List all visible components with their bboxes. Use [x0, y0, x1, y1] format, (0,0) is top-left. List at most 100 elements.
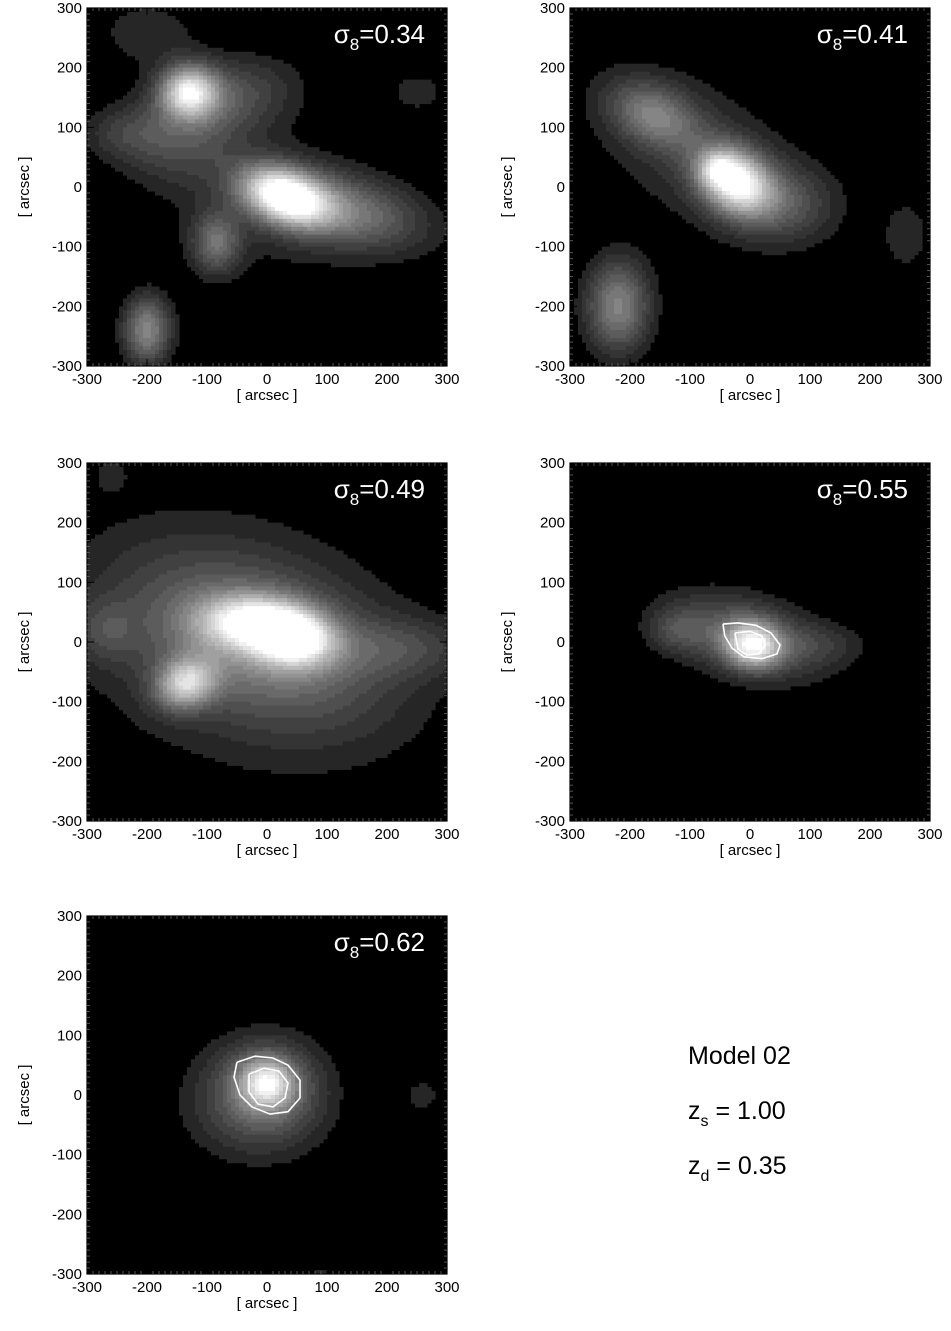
mass-map — [87, 8, 447, 366]
x-tick-label: -200 — [615, 826, 645, 843]
x-tick-label: -100 — [192, 371, 222, 388]
y-tick-label: 0 — [74, 1087, 82, 1104]
x-tick-label: 0 — [263, 826, 271, 843]
y-tick-label: 200 — [540, 60, 565, 77]
mass-map — [574, 63, 923, 366]
sigma8-label: σ8=0.49 — [334, 474, 425, 509]
y-tick-label: 300 — [57, 455, 82, 472]
sigma8-value: =0.41 — [842, 19, 908, 49]
y-tick-label: 200 — [57, 515, 82, 532]
sigma8-subscript: 8 — [350, 35, 359, 54]
y-tick-label: -300 — [535, 358, 565, 375]
mass-map — [638, 582, 863, 691]
sigma8-value: =0.62 — [359, 927, 425, 957]
sigma8-value: =0.34 — [359, 19, 425, 49]
source-redshift-value: = 1.00 — [709, 1097, 786, 1125]
y-axis-label: [ arcsec ] — [499, 157, 516, 218]
x-tick-label: -300 — [72, 371, 102, 388]
y-tick-label: 300 — [540, 0, 565, 17]
y-tick-label: -300 — [52, 1266, 82, 1283]
y-tick-label: -200 — [535, 298, 565, 315]
y-tick-label: -200 — [52, 753, 82, 770]
x-tick-label: 0 — [746, 826, 754, 843]
deflector-redshift: zd = 0.35 — [688, 1152, 787, 1185]
y-tick-label: 0 — [557, 634, 565, 651]
sigma8-symbol: σ — [334, 474, 350, 504]
sigma8-value: =0.49 — [359, 474, 425, 504]
y-tick-label: -100 — [52, 239, 82, 256]
x-tick-label: 200 — [374, 1279, 399, 1296]
x-tick-label: 0 — [263, 1279, 271, 1296]
x-tick-label: -200 — [615, 371, 645, 388]
sigma8-subscript: 8 — [833, 35, 842, 54]
axis-ticks — [569, 462, 931, 822]
y-tick-label: -300 — [535, 813, 565, 830]
x-tick-label: 100 — [314, 826, 339, 843]
x-tick-label: 300 — [917, 371, 942, 388]
axis-ticks — [569, 7, 931, 367]
deflector-redshift-sub: d — [701, 1168, 710, 1185]
sigma8-label: σ8=0.55 — [817, 474, 908, 509]
panel-2: -300-300 -200 -200 -100 -100 0 0 100 100 200 200 30… — [499, 0, 943, 404]
critical-curve-1 — [233, 1055, 301, 1115]
x-tick-label: -300 — [72, 1279, 102, 1296]
x-tick-label: -200 — [132, 371, 162, 388]
x-tick-label: -300 — [72, 826, 102, 843]
axis-ticks — [86, 915, 448, 1275]
sigma8-symbol: σ — [334, 19, 350, 49]
x-tick-label: 100 — [314, 371, 339, 388]
source-redshift-sub: s — [701, 1113, 709, 1130]
panel-5: -300-300 -200 -200 -100 -100 0 0 100 100 200 200 30… — [16, 908, 460, 1312]
source-redshift-base: z — [688, 1097, 701, 1125]
x-tick-label: 200 — [374, 371, 399, 388]
sigma8-label: σ8=0.62 — [334, 927, 425, 962]
y-tick-label: -100 — [535, 694, 565, 711]
model-name: Model 02 — [688, 1042, 791, 1070]
x-tick-label: 100 — [314, 1279, 339, 1296]
y-axis-label: [ arcsec ] — [16, 157, 33, 218]
x-tick-label: -200 — [132, 1279, 162, 1296]
sigma8-symbol: σ — [817, 19, 833, 49]
model-caption: Model 02 zs = 1.00 zd = 0.35 — [688, 1042, 791, 1185]
y-tick-label: 300 — [57, 908, 82, 925]
panel-3: -300-300 -200 -200 -100 -100 0 0 100 100 200 200 30… — [16, 455, 460, 859]
y-tick-label: -100 — [535, 239, 565, 256]
y-tick-label: 0 — [557, 179, 565, 196]
x-axis-label: [ arcsec ] — [237, 842, 298, 859]
sigma8-subscript: 8 — [350, 490, 359, 509]
panel-4: -300-300 -200 -200 -100 -100 0 0 100 100 200 200 30… — [499, 455, 943, 859]
sigma8-label: σ8=0.34 — [334, 19, 425, 54]
y-tick-label: -100 — [52, 1147, 82, 1164]
x-axis-label: [ arcsec ] — [720, 842, 781, 859]
x-tick-label: 200 — [857, 371, 882, 388]
y-tick-label: 0 — [74, 179, 82, 196]
x-tick-label: 200 — [857, 826, 882, 843]
y-axis-label: [ arcsec ] — [16, 1065, 33, 1126]
x-axis-label: [ arcsec ] — [237, 387, 298, 404]
x-tick-label: -100 — [675, 826, 705, 843]
x-tick-label: -200 — [132, 826, 162, 843]
x-tick-label: 100 — [797, 371, 822, 388]
sigma8-symbol: σ — [817, 474, 833, 504]
y-tick-label: 200 — [540, 515, 565, 532]
y-tick-label: 300 — [57, 0, 82, 17]
y-tick-label: -200 — [52, 1206, 82, 1223]
y-axis-label: [ arcsec ] — [16, 612, 33, 673]
y-tick-label: 100 — [57, 119, 82, 136]
y-tick-label: -100 — [52, 694, 82, 711]
x-tick-label: -300 — [555, 371, 585, 388]
critical-curve-2 — [248, 1067, 289, 1108]
y-tick-label: 100 — [540, 119, 565, 136]
x-axis-label: [ arcsec ] — [237, 1295, 298, 1312]
sigma8-subscript: 8 — [833, 490, 842, 509]
x-tick-label: -300 — [555, 826, 585, 843]
sigma8-subscript: 8 — [350, 943, 359, 962]
x-tick-label: 300 — [917, 826, 942, 843]
y-tick-label: 200 — [57, 968, 82, 985]
axis-ticks — [86, 462, 448, 822]
y-tick-label: -200 — [52, 298, 82, 315]
critical-curve-2 — [734, 630, 766, 656]
x-tick-label: 300 — [434, 371, 459, 388]
y-tick-label: 200 — [57, 60, 82, 77]
sigma8-symbol: σ — [334, 927, 350, 957]
